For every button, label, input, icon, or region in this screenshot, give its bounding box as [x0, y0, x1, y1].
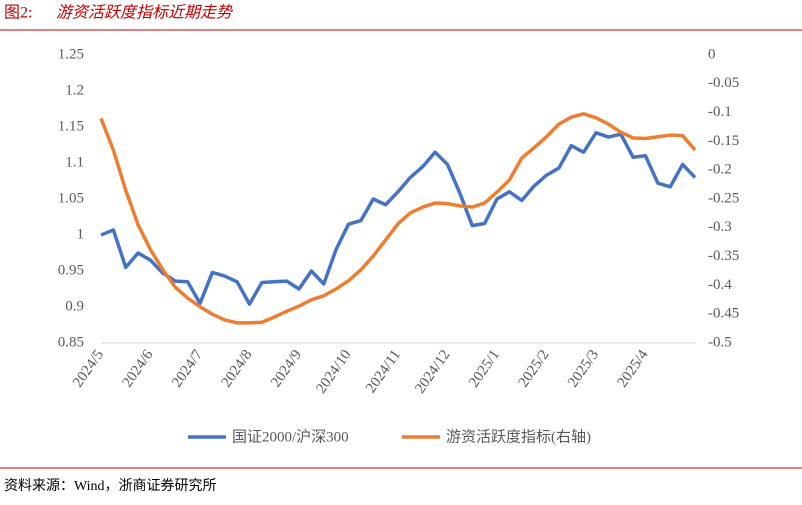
x-tick-label: 2024/12: [412, 347, 453, 396]
y2-tick-label: -0.35: [708, 248, 739, 264]
x-tick-label: 2024/9: [268, 347, 305, 390]
x-tick-label: 2024/8: [219, 347, 256, 390]
chart-title: 游资活跃度指标近期走势: [56, 4, 234, 22]
y2-tick-label: -0.3: [708, 219, 732, 235]
legend-label: 游资活跃度指标(右轴): [446, 428, 591, 445]
y-tick-label: 1.1: [65, 154, 84, 170]
y-tick-label: 1: [77, 226, 85, 242]
y2-tick-label: -0.2: [708, 162, 732, 178]
y-tick-label: 0.95: [58, 262, 84, 278]
y2-tick-label: -0.15: [708, 133, 739, 149]
x-tick-label: 2025/2: [516, 347, 553, 390]
y-tick-label: 1.05: [58, 190, 84, 206]
source-note: 资料来源：Wind，浙商证券研究所: [4, 478, 217, 494]
x-tick-label: 2024/11: [363, 347, 404, 396]
legend-label: 国证2000/沪深300: [232, 428, 349, 445]
y2-tick-label: -0.25: [708, 190, 739, 206]
series-line: [100, 131, 697, 306]
x-tick-label: 2025/1: [466, 347, 503, 390]
x-tick-label: 2024/6: [120, 347, 157, 391]
y-tick-label: 1.15: [58, 118, 84, 134]
y2-tick-label: -0.4: [708, 277, 732, 293]
y-tick-label: 0.85: [58, 334, 84, 350]
x-tick-label: 2025/4: [615, 347, 652, 391]
y-tick-label: 1.25: [58, 46, 84, 62]
figure-label: 图2:: [4, 5, 32, 22]
y-tick-label: 1.2: [65, 82, 84, 98]
x-tick-label: 2024/7: [169, 347, 206, 391]
y2-tick-label: -0.5: [708, 334, 732, 350]
x-tick-label: 2025/3: [565, 347, 602, 390]
y2-tick-label: -0.1: [708, 104, 732, 120]
series-line: [99, 112, 697, 325]
x-tick-label: 2024/10: [313, 347, 354, 396]
y2-tick-label: -0.05: [708, 75, 739, 91]
y2-tick-label: 0: [708, 46, 716, 62]
x-tick-label: 2024/5: [70, 347, 107, 390]
y-tick-label: 0.9: [65, 298, 84, 314]
y2-tick-label: -0.45: [708, 306, 739, 322]
